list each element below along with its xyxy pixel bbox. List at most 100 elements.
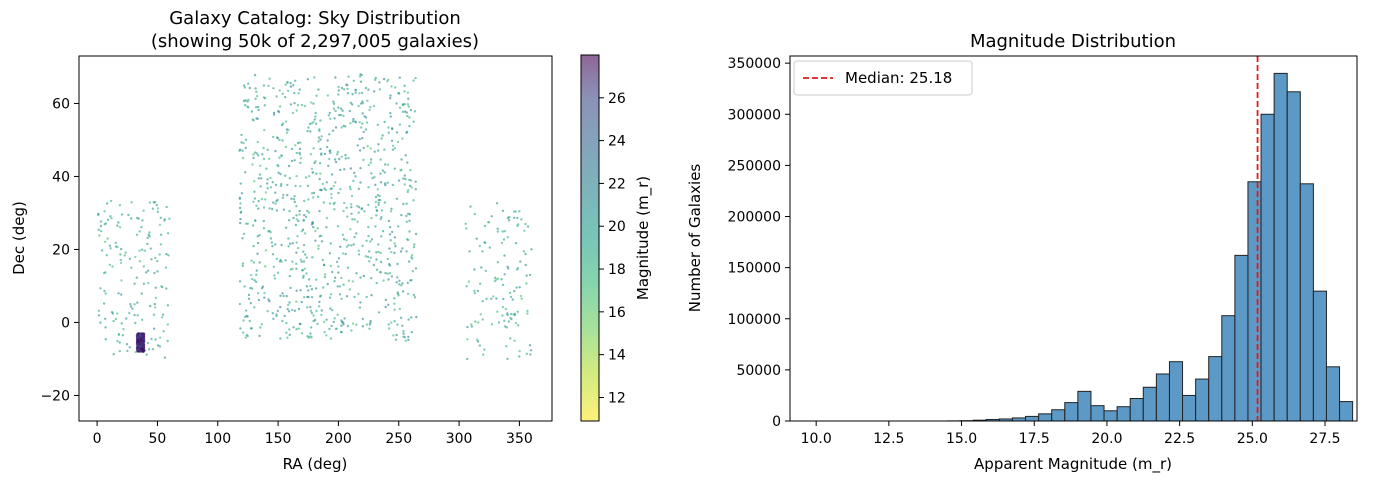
galaxy-point [342,114,345,118]
galaxy-point [345,295,349,298]
galaxy-point [284,145,288,149]
galaxy-point [334,160,338,164]
galaxy-point [370,294,373,297]
galaxy-point [249,273,253,277]
galaxy-point [136,314,139,317]
galaxy-point [358,92,361,95]
galaxy-point [325,181,329,184]
galaxy-point [361,325,365,328]
galaxy-point [339,113,343,117]
galaxy-point [133,303,136,306]
galaxy-point [359,73,362,76]
galaxy-point [331,270,334,274]
galaxy-point [103,289,106,293]
colorbar-label: Magnitude (m_r) [634,176,653,300]
galaxy-point [490,215,493,218]
colorbar-tick-label: 14 [608,348,626,364]
galaxy-point [278,138,281,142]
galaxy-point [487,221,491,224]
galaxy-point [336,285,339,288]
galaxy-point [404,339,407,342]
histogram-bar [1090,405,1105,421]
galaxy-point [263,296,266,299]
galaxy-point [494,276,497,279]
sky-scatter-points [97,73,533,361]
galaxy-point [143,249,146,252]
galaxy-point [272,87,275,90]
galaxy-point [277,110,281,114]
galaxy-point [384,271,387,275]
galaxy-point [402,335,405,338]
galaxy-point [100,249,104,252]
galaxy-point [148,201,152,204]
galaxy-point [342,323,345,326]
galaxy-point [271,312,274,315]
sky-x-tick-label: 200 [325,431,352,447]
histogram-x-tick-label: 22.5 [1164,431,1195,447]
galaxy-point [494,279,497,283]
galaxy-point [142,265,145,268]
galaxy-point [256,105,260,109]
galaxy-point [261,153,264,156]
galaxy-point [154,286,157,289]
galaxy-point [520,297,523,300]
galaxy-point [389,210,393,213]
galaxy-point [529,353,532,356]
galaxy-point [140,292,143,295]
galaxy-point [257,108,260,112]
galaxy-point [309,153,313,156]
galaxy-point [387,323,390,326]
galaxy-point [293,195,296,198]
galaxy-point [495,297,498,300]
galaxy-point [287,164,291,168]
galaxy-point [414,188,417,191]
galaxy-point [322,201,325,204]
galaxy-point [148,231,151,234]
galaxy-point [358,75,362,78]
galaxy-point [337,191,340,195]
galaxy-point [288,301,291,304]
galaxy-point [293,159,296,162]
galaxy-point [256,117,259,121]
galaxy-point [379,251,382,255]
galaxy-point [239,221,242,225]
galaxy-point [105,202,109,205]
galaxy-point [302,260,306,263]
galaxy-point [262,227,266,230]
galaxy-point [369,161,372,164]
galaxy-point [130,201,133,204]
galaxy-point [238,149,241,152]
galaxy-point [280,154,283,157]
galaxy-point [307,126,310,129]
galaxy-point [362,274,366,278]
galaxy-point [328,327,331,331]
galaxy-point [299,289,302,292]
galaxy-point [97,309,101,312]
galaxy-point [251,277,254,281]
galaxy-point [329,187,332,190]
galaxy-point [329,337,333,340]
galaxy-point [514,241,518,245]
galaxy-point [244,171,247,174]
galaxy-point [350,212,353,215]
galaxy-point [320,309,323,312]
galaxy-point [508,291,512,295]
galaxy-point [257,154,260,157]
galaxy-point [501,230,504,233]
galaxy-point [266,182,269,185]
galaxy-point [332,107,336,111]
galaxy-point [374,200,378,204]
galaxy-point [298,209,301,213]
galaxy-point [389,239,392,242]
sky-x-tick-label: 0 [93,431,102,447]
galaxy-point [289,81,292,85]
galaxy-point [381,169,385,172]
galaxy-point [310,326,313,329]
histogram-y-tick-label: 300000 [728,107,781,123]
galaxy-point [356,204,359,208]
galaxy-point [390,85,393,88]
galaxy-point [357,292,360,296]
galaxy-point [281,292,284,295]
galaxy-point [361,244,364,247]
galaxy-point [116,245,119,249]
